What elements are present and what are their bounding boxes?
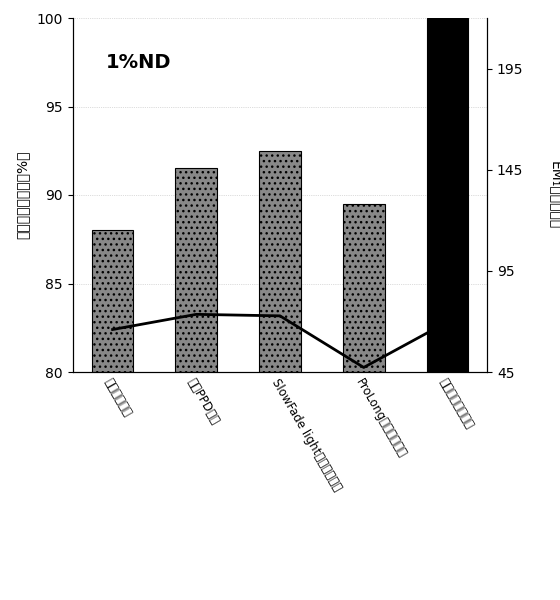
Bar <box>259 151 301 372</box>
Text: 1%ND: 1%ND <box>106 53 171 73</box>
Y-axis label: EM₁值（亮度）: EM₁值（亮度） <box>548 161 560 229</box>
Bar <box>343 204 385 372</box>
Y-axis label: 抗荧光衰减系数（%）: 抗荧光衰减系数（%） <box>16 151 30 239</box>
Bar <box>427 18 468 372</box>
Bar <box>92 230 133 372</box>
Bar <box>175 169 217 372</box>
